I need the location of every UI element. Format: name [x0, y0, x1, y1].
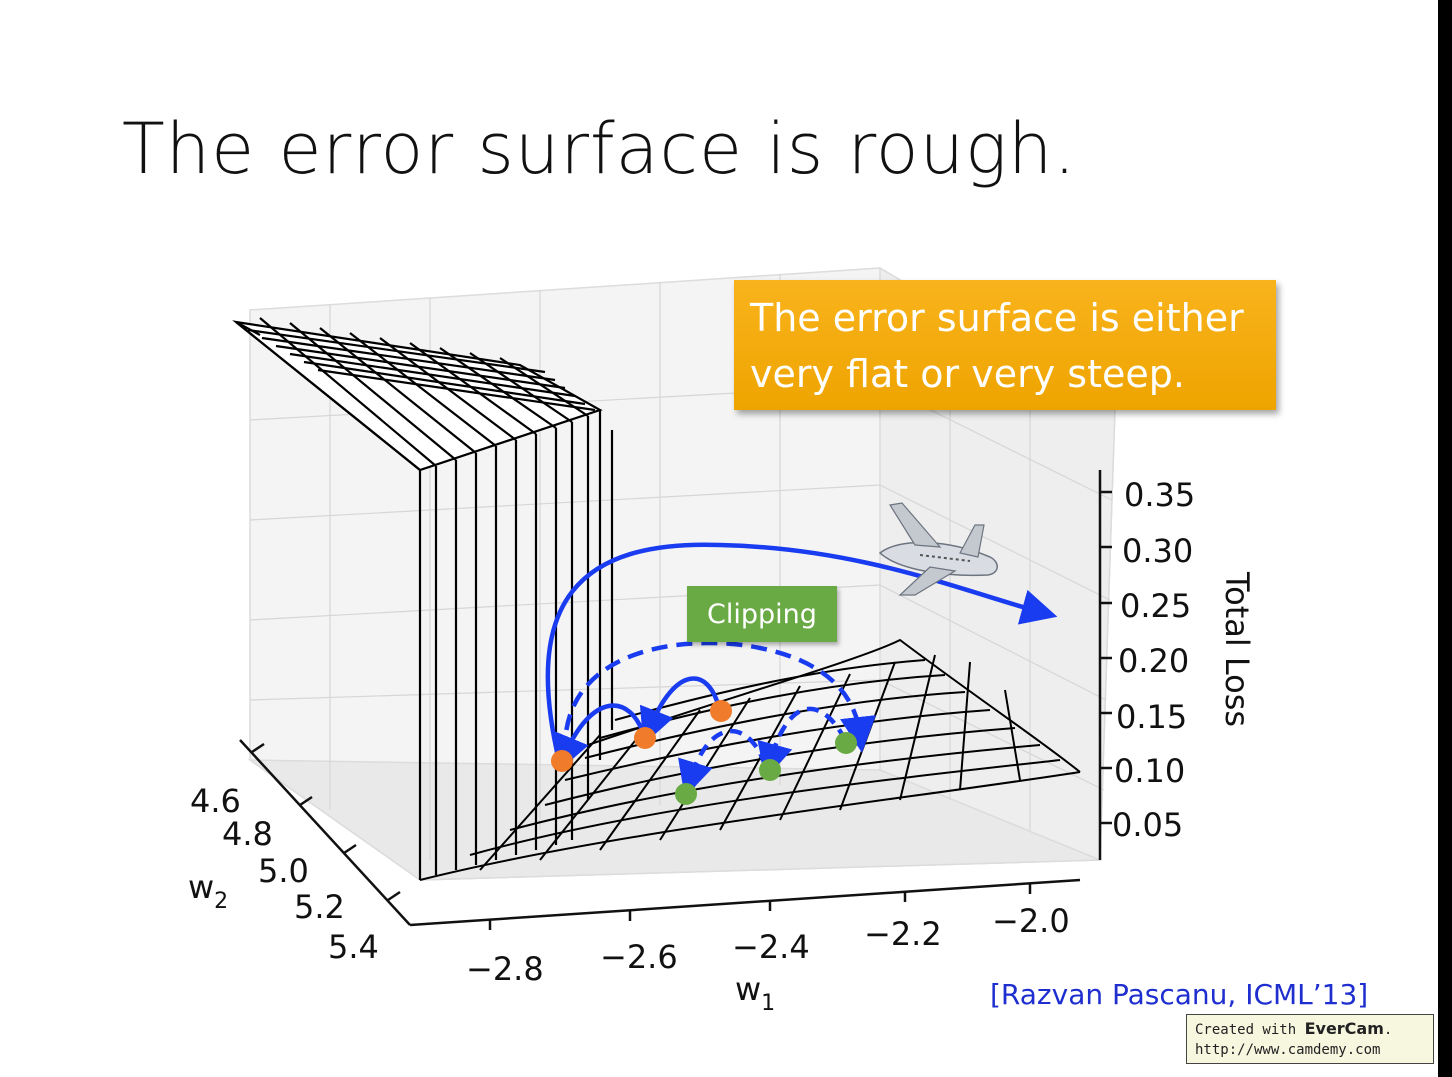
z-tick: 0.10: [1114, 752, 1185, 790]
citation: [Razvan Pascanu, ICML’13]: [990, 978, 1369, 1011]
gradient-arrows: [545, 542, 1058, 798]
arrow-orange-1: [555, 703, 648, 772]
w2-axis-label: w2: [188, 868, 228, 914]
big-jump-arrow: [545, 542, 1058, 766]
w2-tick: 4.6: [190, 782, 241, 820]
airplane-icon: [878, 502, 998, 596]
slide-title: The error surface is rough.: [122, 108, 1077, 190]
w1-tick: −2.0: [992, 902, 1070, 940]
arrow-clip-1: [562, 640, 876, 756]
w1-tick: −2.6: [600, 938, 678, 976]
w1-axis-label: w1: [735, 970, 775, 1016]
z-tick: 0.05: [1112, 806, 1183, 844]
w2-tick: 5.0: [258, 852, 309, 890]
z-axis-label: Total Loss: [1218, 571, 1256, 727]
axis-lines: [239, 470, 1102, 927]
screen-edge: [1438, 0, 1452, 1077]
arrow-orange-2: [639, 676, 723, 745]
z-tick: 0.35: [1124, 476, 1195, 514]
cliff-walls: [418, 410, 614, 880]
evercam-watermark: Created with EverCam. http://www.camdemy…: [1186, 1014, 1434, 1064]
w1-tick: −2.2: [864, 915, 942, 953]
z-tick: 0.25: [1120, 587, 1191, 625]
axis-ticks: [251, 490, 1112, 930]
orange-points: [551, 700, 732, 772]
z-tick: 0.15: [1116, 698, 1187, 736]
w2-tick: 5.2: [294, 888, 345, 926]
z-tick: 0.30: [1122, 532, 1193, 570]
watermark-url: http://www.camdemy.com: [1195, 1042, 1381, 1058]
green-points: [675, 732, 857, 805]
w1-tick: −2.8: [466, 950, 544, 988]
cliff-top: [232, 317, 603, 472]
watermark-line1: Created with EverCam.: [1195, 1019, 1393, 1038]
w2-tick: 4.8: [222, 815, 273, 853]
w1-tick: −2.4: [732, 928, 810, 966]
z-tick: 0.20: [1118, 642, 1189, 680]
arrow-clip-2: [757, 706, 848, 780]
clipping-label: Clipping: [687, 586, 837, 642]
callout-box: The error surface is either very flat or…: [734, 280, 1276, 410]
w2-tick: 5.4: [328, 928, 379, 966]
